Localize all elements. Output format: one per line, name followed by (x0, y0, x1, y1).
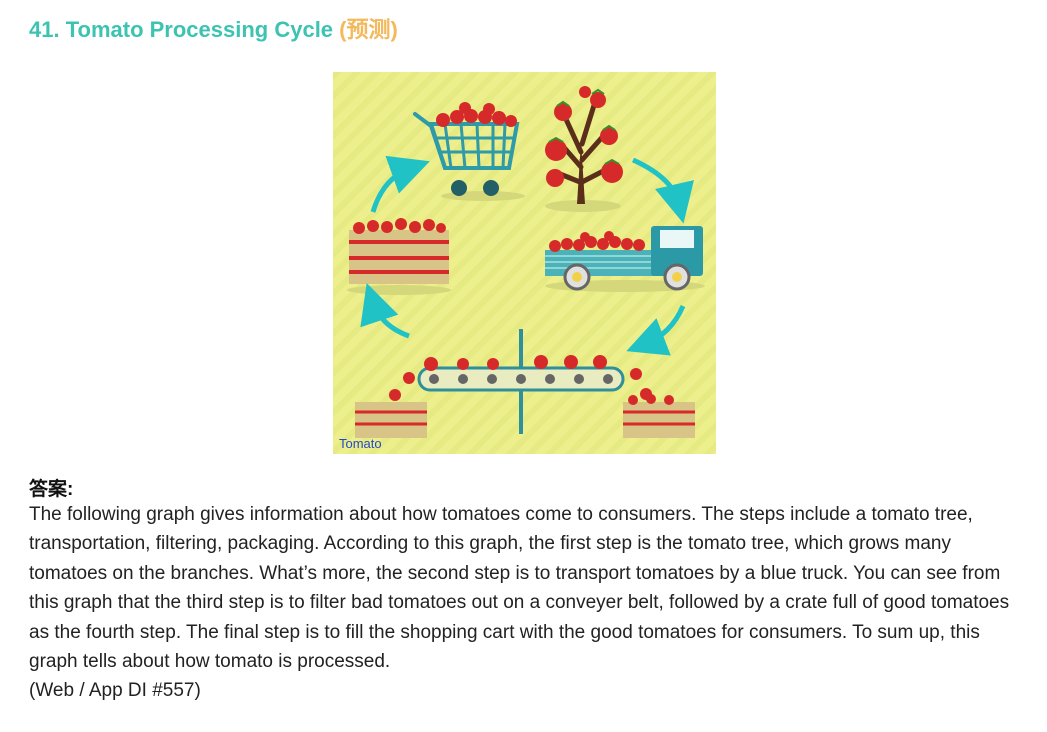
blue-truck-icon (545, 226, 705, 292)
arrow-truck-to-belt (626, 304, 686, 356)
tomato-tree-icon (545, 86, 623, 212)
title-text: 41. Tomato Processing Cycle (29, 17, 334, 42)
answer-text: The following graph gives information ab… (29, 504, 1010, 673)
prediction-tag: (预测) (339, 17, 398, 42)
tomato-cycle-illustration: Tomato (333, 72, 716, 454)
conveyor-belt-icon (389, 329, 652, 434)
cycle-diagram (333, 72, 716, 454)
shopping-cart-icon (413, 102, 525, 201)
arrow-belt-to-crate (360, 283, 410, 339)
crate-bottom-right-icon (623, 394, 695, 438)
arrow-crate-to-cart (370, 155, 430, 213)
answer-label: 答案: (29, 479, 74, 500)
page-title: 41. Tomato Processing Cycle (预测) (29, 12, 398, 44)
arrow-tree-to-truck (631, 157, 694, 224)
figure-caption: Tomato (339, 436, 382, 451)
answer-body: The following graph gives information ab… (29, 500, 1019, 706)
source-reference: (Web / App DI #557) (29, 680, 201, 702)
crate-bottom-left-icon (355, 402, 427, 438)
cycle-arrows (360, 155, 694, 356)
